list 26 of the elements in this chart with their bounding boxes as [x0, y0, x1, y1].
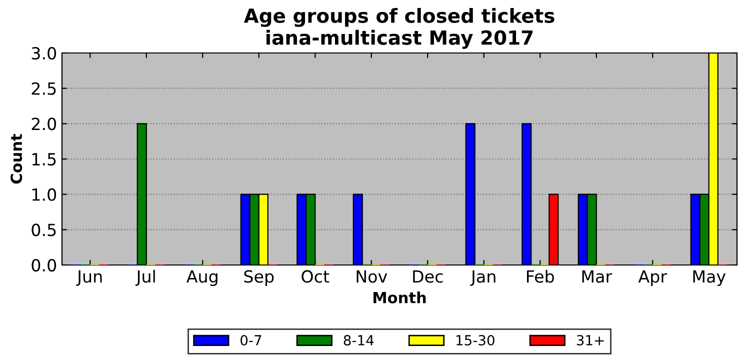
x-tick-label: Nov	[356, 270, 388, 283]
x-tick-label: Jan	[470, 270, 496, 286]
legend-label: 8-14	[344, 334, 374, 346]
y-tick-label: 1.0	[32, 188, 56, 201]
y-axis-title: Count	[10, 134, 22, 184]
y-tick-label: 3.0	[32, 46, 56, 60]
y-tick-label: 0.0	[32, 258, 56, 272]
y-tick-label: 2.5	[32, 82, 56, 95]
y-tick-label: 1.5	[32, 153, 56, 166]
x-tick-label: Oct	[302, 270, 330, 283]
chart-title: Age groups of closed tickets iana-multicast May 2017	[244, 8, 554, 49]
y-tick-label: 2.0	[32, 118, 56, 130]
x-tick-label: Apr	[638, 270, 668, 286]
x-tick-label: Feb	[527, 270, 554, 283]
x-tick-label: Jun	[76, 270, 102, 286]
y-tick-label: 0.5	[32, 224, 56, 236]
x-axis-title: Month	[374, 292, 426, 304]
legend-label: 31+	[576, 334, 604, 346]
x-tick-label: Sep	[244, 270, 274, 286]
legend-label: 0-7	[240, 334, 262, 346]
x-tick-label: May	[693, 270, 726, 286]
x-tick-label: Aug	[186, 270, 218, 286]
x-tick-label: Dec	[413, 270, 443, 283]
x-tick-label: Jul	[135, 270, 155, 286]
legend-label: 15-30	[456, 334, 494, 346]
x-tick-label: Mar	[582, 270, 612, 283]
